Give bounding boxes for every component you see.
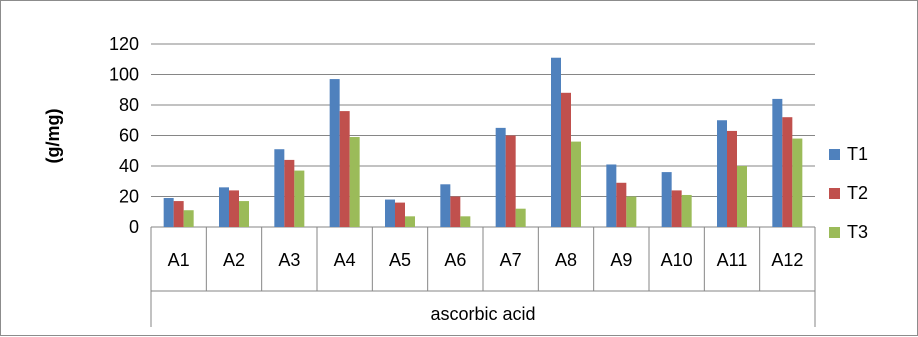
bar-t2-a9: [616, 182, 627, 227]
bar-t1-a9: [606, 164, 617, 227]
x-tick-label: A6: [444, 250, 466, 270]
y-tick-label: 80: [119, 95, 139, 115]
bar-t1-a8: [551, 57, 561, 227]
y-tick-label: 0: [129, 217, 139, 237]
bar-t1-a4: [329, 79, 340, 227]
bar-t3-a12: [792, 138, 803, 227]
bar-t1-a11: [717, 120, 727, 227]
y-tick-label: 20: [119, 187, 139, 207]
bar-t2-a3: [284, 159, 295, 227]
bar-t2-a11: [727, 130, 737, 227]
bar-t3-a7: [515, 208, 526, 227]
bar-t1-a7: [495, 127, 506, 227]
bar-t3-a8: [571, 141, 581, 227]
bar-t3-a3: [294, 170, 305, 227]
bar-t2-a8: [561, 92, 571, 227]
bar-t1-a12: [772, 98, 783, 228]
bar-t3-a11: [737, 166, 747, 227]
x-tick-label: A8: [555, 250, 577, 270]
axes: 0 20 40 60 80 100 120 A1 A2 A3 A4 A5 A6 A7 A8 A9 A10 A11 A…: [109, 34, 816, 327]
bar-t3-a9: [626, 196, 637, 227]
bar-t3-a6: [460, 216, 471, 227]
bar-t1-a3: [274, 149, 285, 227]
x-tick-label: A10: [661, 250, 693, 270]
x-tick-label: A3: [278, 250, 300, 270]
y-axis-label: (g/mg): [43, 109, 63, 164]
bar-t3-a5: [405, 216, 415, 227]
bar-t2-a1: [173, 201, 184, 227]
bar-t1-a1: [163, 198, 174, 227]
y-tick-label: 100: [109, 65, 139, 85]
bar-t1-a10: [661, 172, 672, 227]
bar-t2-a10: [671, 190, 682, 227]
bar-t1-a5: [385, 199, 395, 227]
bar-t1-a2: [219, 187, 229, 227]
legend: T1 T2 T3: [829, 144, 868, 242]
legend-label-t1: T1: [847, 144, 868, 164]
y-tick-label: 120: [109, 34, 139, 54]
bar-t3-a4: [349, 137, 360, 227]
x-tick-label: A9: [610, 250, 632, 270]
bar-t2-a4: [339, 111, 350, 227]
x-tick-label: A1: [168, 250, 190, 270]
bar-t2-a2: [229, 190, 239, 227]
legend-swatch-t1: [829, 149, 840, 160]
bar-t1-a6: [440, 184, 451, 227]
x-tick-label: A11: [717, 250, 748, 270]
x-axis-label: ascorbic acid: [430, 304, 535, 324]
legend-swatch-t2: [829, 188, 840, 199]
bar-t2-a12: [782, 117, 793, 227]
x-tick-label: A5: [389, 250, 411, 270]
gridlines: [151, 43, 815, 228]
bars: [163, 57, 803, 228]
bar-t2-a7: [505, 135, 516, 227]
bar-t2-a5: [395, 202, 405, 227]
bar-t3-a10: [681, 194, 692, 227]
legend-label-t2: T2: [847, 183, 868, 203]
y-tick-label: 60: [119, 126, 139, 146]
bar-t3-a1: [183, 210, 194, 227]
y-tick-label: 40: [119, 156, 139, 176]
x-tick-label: A12: [771, 250, 803, 270]
x-tick-label: A4: [334, 250, 356, 270]
x-tick-label: A7: [500, 250, 522, 270]
x-tick-label: A2: [223, 250, 245, 270]
bar-t3-a2: [239, 201, 249, 227]
bar-t2-a6: [450, 196, 461, 227]
legend-swatch-t3: [829, 227, 840, 238]
legend-label-t3: T3: [847, 222, 868, 242]
